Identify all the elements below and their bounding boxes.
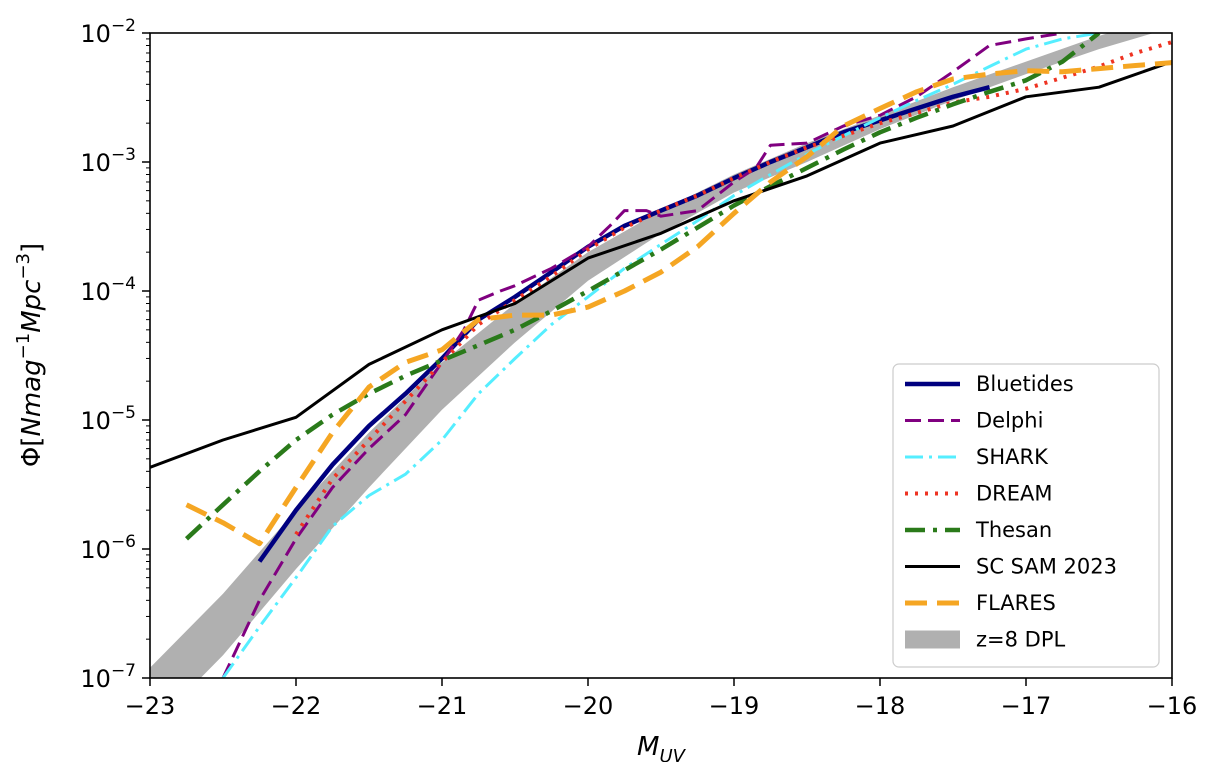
legend-item-shark: SHARK — [905, 445, 1049, 469]
y-tick-label: 10−6 — [80, 532, 136, 564]
legend-item-sc-sam-2023: SC SAM 2023 — [905, 555, 1117, 579]
legend-label: DREAM — [976, 482, 1053, 506]
x-tick-label: −20 — [563, 692, 614, 720]
series-line-dream — [294, 40, 1172, 536]
y-tick-label: 10−2 — [80, 16, 136, 48]
legend-label: Delphi — [976, 409, 1043, 433]
legend-item-dream: DREAM — [905, 482, 1053, 506]
y-tick-label: 10−4 — [80, 274, 136, 306]
legend-item-flares: FLARES — [905, 591, 1056, 615]
series-line-shark — [221, 33, 1100, 678]
ticks-layer: −23 −22 −21 −20 −19 −18 −17 −16 10−2 10−3 10−4 10−5… — [80, 16, 1197, 720]
legend-item-bluetides: Bluetides — [905, 372, 1074, 396]
x-axis-label: MUV — [637, 732, 687, 762]
x-tick-label: −19 — [709, 692, 760, 720]
legend: Bluetides Delphi SHARK DREAM Thesan SC SAM 20… — [892, 363, 1160, 668]
series-line-bluetides — [257, 85, 991, 563]
legend-label: z=8 DPL — [976, 628, 1065, 652]
legend-label: FLARES — [976, 591, 1056, 615]
y-axis-label: Φ[Nmag−1Mpc−3] — [13, 243, 47, 467]
x-tick-label: −23 — [125, 692, 176, 720]
y-tick-label: 10−3 — [80, 145, 136, 177]
legend-item-thesan: Thesan — [905, 518, 1052, 542]
legend-label: Thesan — [975, 518, 1052, 542]
series-layer — [150, 33, 1172, 678]
y-tick-label: 10−7 — [80, 661, 136, 693]
plot-frame — [149, 32, 1173, 679]
series-line-thesan — [184, 33, 1101, 541]
series-line-delphi — [221, 33, 1063, 678]
legend-label: Bluetides — [976, 372, 1074, 396]
legend-label: SHARK — [976, 445, 1049, 469]
legend-swatch — [905, 630, 960, 649]
band-z-8-dpl — [150, 33, 1154, 678]
y-tick-label: 10−5 — [80, 403, 136, 435]
legend-box — [892, 363, 1160, 668]
legend-item-delphi: Delphi — [905, 409, 1043, 433]
series-line-flares — [185, 60, 1172, 547]
x-tick-label: −22 — [271, 692, 322, 720]
legend-item-z-8-dpl: z=8 DPL — [905, 628, 1065, 652]
x-tick-label: −21 — [417, 692, 468, 720]
series-line-sc-sam-2023 — [150, 60, 1172, 469]
x-tick-label: −17 — [1001, 692, 1052, 720]
x-tick-label: −16 — [1147, 692, 1198, 720]
band-layer — [150, 33, 1154, 678]
x-tick-label: −18 — [855, 692, 906, 720]
legend-label: SC SAM 2023 — [976, 555, 1117, 579]
